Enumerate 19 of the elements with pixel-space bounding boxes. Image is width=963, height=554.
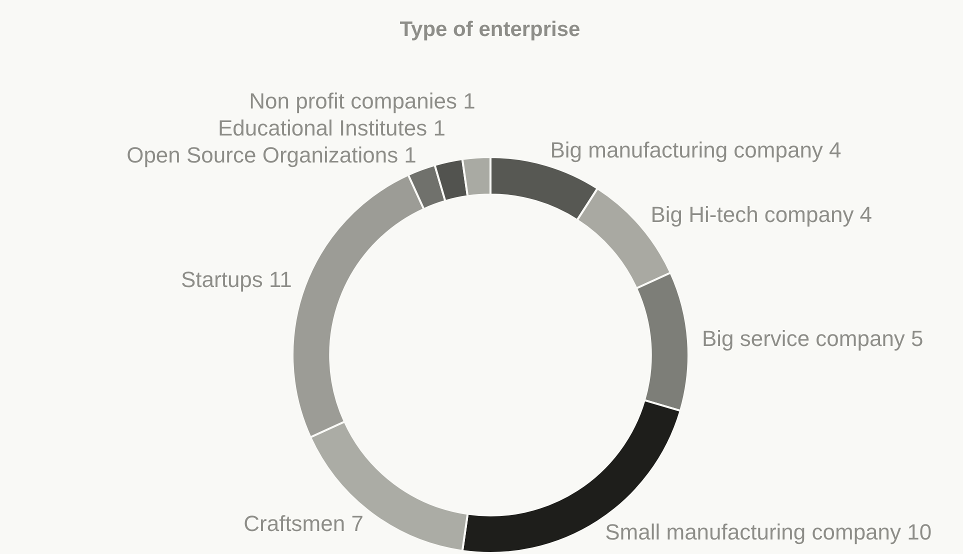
data-label: 11 [269,266,292,292]
data-label: 1 [433,115,446,140]
chart-title: Type of enterprise [400,18,580,41]
data-label: 4 [860,202,872,228]
slice-label: Craftsmen [244,510,352,536]
slice-label: Startups [180,266,270,292]
data-label: 5 [911,326,924,351]
slice-label: Small manufacturing company [605,519,908,544]
slice-label: Non profit companies [249,88,464,114]
slice-label: Big service company [702,326,912,351]
data-label: 7 [351,510,364,536]
data-label: 1 [463,88,476,114]
slice-label: Big manufacturing company [550,138,830,163]
data-label: 1 [404,142,416,168]
slice-label: Educational Institutes [218,115,434,140]
slice-label: Open Source Organizations [126,142,404,168]
data-label: 4 [829,138,842,163]
slice-label: Big Hi-tech company [650,202,860,228]
data-label: 10 [907,519,932,544]
